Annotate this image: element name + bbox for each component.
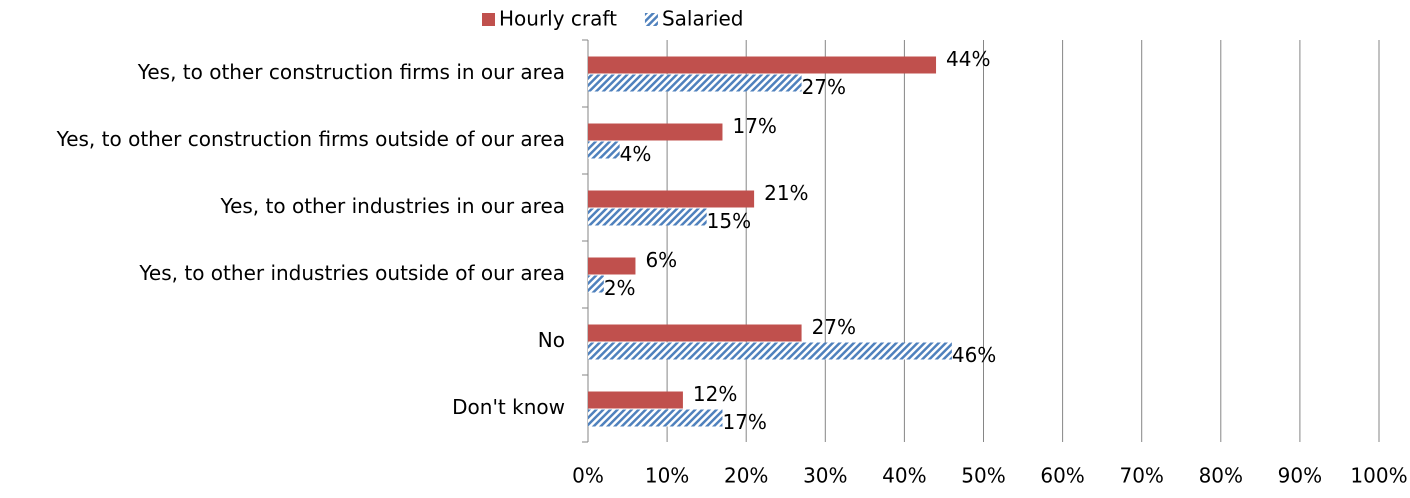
data-label: 21% — [764, 181, 808, 205]
x-tick-label: 10% — [645, 464, 689, 488]
bar — [588, 141, 620, 159]
data-label: 15% — [707, 209, 751, 233]
y-tick-label: Yes, to other construction firms outside… — [56, 127, 565, 151]
y-tick-label: No — [538, 328, 565, 352]
legend-swatch — [482, 13, 495, 26]
x-tick-label: 100% — [1350, 464, 1407, 488]
legend-label: Hourly craft — [499, 7, 617, 31]
y-tick-label: Yes, to other industries outside of our … — [138, 261, 565, 285]
bar — [588, 275, 604, 293]
bar — [588, 123, 723, 141]
bar — [588, 190, 755, 208]
bar — [588, 208, 707, 226]
legend-label: Salaried — [662, 7, 744, 31]
bar — [588, 391, 683, 409]
data-label: 27% — [802, 75, 846, 99]
data-label: 12% — [693, 382, 737, 406]
data-label: 44% — [946, 47, 990, 71]
x-tick-label: 70% — [1119, 464, 1163, 488]
data-label: 17% — [722, 410, 766, 434]
x-tick-label: 20% — [724, 464, 768, 488]
y-tick-label: Don't know — [452, 395, 565, 419]
bar — [588, 324, 802, 342]
x-tick-label: 0% — [572, 464, 604, 488]
bar — [588, 342, 952, 360]
data-label: 2% — [604, 276, 636, 300]
data-label: 6% — [645, 248, 677, 272]
data-label: 4% — [620, 142, 652, 166]
bar — [588, 74, 802, 92]
x-tick-label: 50% — [961, 464, 1005, 488]
x-tick-label: 30% — [803, 464, 847, 488]
data-label: 27% — [812, 315, 856, 339]
bar — [588, 56, 937, 74]
y-tick-label: Yes, to other construction firms in our … — [137, 60, 565, 84]
y-tick-label: Yes, to other industries in our area — [220, 194, 565, 218]
bar — [588, 409, 723, 427]
bar — [588, 257, 636, 275]
x-tick-label: 40% — [882, 464, 926, 488]
x-tick-label: 60% — [1040, 464, 1084, 488]
data-label: 17% — [732, 114, 776, 138]
x-tick-label: 90% — [1278, 464, 1322, 488]
x-tick-label: 80% — [1199, 464, 1243, 488]
data-label: 46% — [952, 343, 996, 367]
legend-swatch — [644, 13, 658, 26]
